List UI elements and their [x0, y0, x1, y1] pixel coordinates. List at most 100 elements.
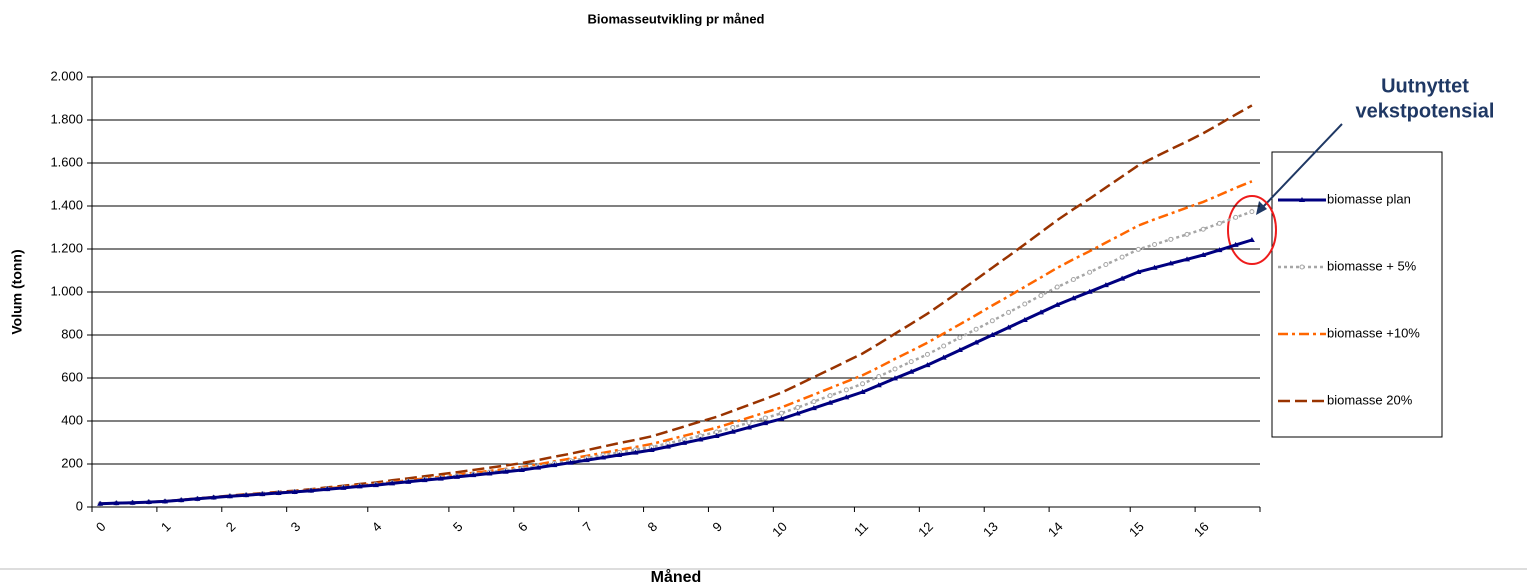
y-tick-label: 200 [61, 455, 83, 470]
point-marker [924, 362, 931, 368]
point-marker [113, 500, 120, 506]
point-marker [811, 399, 817, 405]
point-marker [1054, 301, 1061, 307]
annotation-arrow [1261, 123, 1343, 209]
x-tick-label: 2 [223, 519, 239, 535]
point-marker [746, 424, 752, 430]
y-tick-label: 2.000 [50, 68, 83, 83]
point-marker [1070, 295, 1077, 301]
series-line [100, 180, 1253, 506]
point-marker [1054, 284, 1060, 290]
point-marker [291, 488, 298, 494]
point-marker [1135, 246, 1141, 252]
point-marker [1038, 292, 1044, 298]
point-marker [664, 443, 671, 449]
point-marker [632, 449, 639, 455]
x-tick-label: 10 [769, 519, 790, 540]
annotation: vekstpotensial [1356, 100, 1495, 122]
point-marker [1151, 264, 1158, 270]
point-marker [243, 492, 250, 498]
point-marker [97, 500, 104, 506]
series-line [100, 210, 1253, 506]
point-marker [1233, 214, 1239, 220]
point-marker [940, 354, 947, 360]
point-marker [551, 462, 558, 468]
point-marker [1102, 282, 1109, 288]
point-marker [908, 359, 914, 365]
point-marker [372, 482, 379, 488]
point-marker [340, 484, 347, 490]
y-tick-label: 1.600 [50, 154, 83, 169]
x-tick-label: 13 [980, 519, 1001, 540]
x-tick-label: 12 [915, 519, 936, 540]
y-tick-label: 400 [61, 412, 83, 427]
point-marker [1184, 231, 1190, 237]
point-marker [518, 467, 525, 473]
legend-label: biomasse +10% [1327, 325, 1420, 340]
y-tick-label: 600 [61, 369, 83, 384]
x-tick-label: 5 [450, 519, 466, 535]
arrow-head [1256, 201, 1267, 215]
point-marker [1006, 309, 1012, 315]
point-marker [308, 487, 314, 493]
point-marker [259, 491, 266, 497]
point-marker [697, 436, 704, 442]
point-marker [924, 351, 930, 357]
point-marker [567, 459, 574, 465]
point-marker [275, 490, 282, 496]
point-marker [1248, 236, 1255, 242]
point-marker [486, 470, 493, 476]
y-tick-label: 1.000 [50, 283, 83, 298]
x-tick-label: 15 [1126, 519, 1147, 540]
point-marker [1021, 316, 1028, 322]
point-marker [1070, 277, 1076, 283]
point-marker [860, 381, 866, 387]
point-marker [729, 428, 736, 434]
point-marker [778, 410, 784, 416]
x-tick-label: 4 [369, 519, 385, 535]
point-marker [794, 410, 801, 416]
point-marker [178, 497, 185, 503]
y-tick-label: 1.200 [50, 240, 83, 255]
point-marker [1200, 226, 1206, 232]
point-marker [843, 387, 849, 393]
point-marker [810, 405, 817, 411]
point-marker [648, 447, 655, 453]
point-marker [989, 332, 996, 337]
x-tick-label: 6 [515, 519, 531, 535]
point-marker [875, 382, 882, 388]
point-marker [762, 420, 769, 426]
y-tick-label: 0 [76, 498, 83, 513]
point-marker [1022, 301, 1028, 307]
x-tick-label: 3 [288, 519, 304, 535]
point-marker [1086, 288, 1093, 294]
point-marker [535, 464, 542, 470]
highlight-ellipse [1227, 195, 1277, 265]
x-tick-label: 8 [644, 519, 660, 535]
point-marker [1087, 269, 1093, 275]
x-tick-label: 14 [1045, 519, 1066, 540]
point-marker [454, 473, 460, 479]
point-marker [437, 475, 444, 481]
point-marker [210, 494, 217, 500]
point-marker [583, 457, 590, 463]
point-marker [421, 477, 428, 483]
point-marker [746, 420, 752, 426]
y-axis-label: Volum (tonn) [9, 249, 25, 334]
point-marker [129, 499, 136, 505]
point-marker [956, 347, 963, 353]
point-marker [1299, 264, 1305, 270]
point-marker [778, 415, 785, 421]
legend-label: biomasse 20% [1327, 392, 1413, 407]
point-marker [892, 366, 898, 372]
point-marker [356, 483, 363, 489]
point-marker [1167, 260, 1174, 266]
legend-label: biomasse + 5% [1327, 258, 1417, 273]
point-marker [957, 335, 963, 341]
chart-title: Biomasseutvikling pr måned [588, 11, 765, 26]
point-marker [1119, 275, 1126, 281]
y-tick-label: 1.800 [50, 111, 83, 126]
point-marker [1184, 256, 1190, 262]
point-marker [973, 339, 980, 345]
